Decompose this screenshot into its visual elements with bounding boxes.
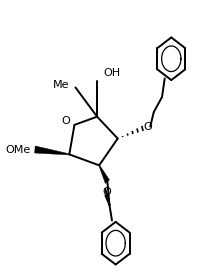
Polygon shape: [35, 146, 69, 155]
Text: OMe: OMe: [5, 145, 30, 155]
Text: O: O: [103, 187, 111, 197]
Text: Me: Me: [53, 80, 69, 90]
Polygon shape: [99, 165, 109, 184]
Text: O: O: [143, 122, 152, 132]
Text: OH: OH: [104, 68, 121, 78]
Text: O: O: [62, 116, 70, 126]
